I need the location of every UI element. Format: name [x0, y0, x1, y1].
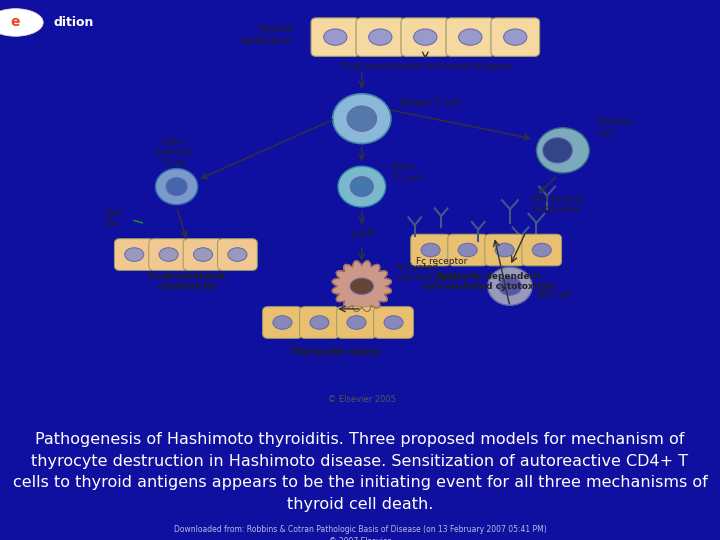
FancyBboxPatch shape — [300, 307, 339, 339]
Polygon shape — [332, 261, 392, 312]
FancyBboxPatch shape — [114, 239, 154, 271]
Ellipse shape — [459, 29, 482, 45]
Circle shape — [0, 9, 43, 36]
FancyBboxPatch shape — [337, 307, 377, 339]
FancyBboxPatch shape — [263, 307, 302, 339]
FancyBboxPatch shape — [410, 234, 451, 266]
Text: Activated
macrophages: Activated macrophages — [396, 263, 457, 282]
FancyBboxPatch shape — [448, 234, 487, 266]
Ellipse shape — [350, 177, 374, 197]
Ellipse shape — [166, 178, 187, 195]
Ellipse shape — [347, 106, 377, 131]
Text: Helper T-cell: Helper T-cell — [399, 98, 459, 108]
Ellipse shape — [324, 29, 347, 45]
Ellipse shape — [159, 248, 178, 261]
Text: Pathogenesis of Hashimoto thyroiditis. Three proposed models for mechanism of
th: Pathogenesis of Hashimoto thyroiditis. T… — [13, 432, 707, 512]
Text: Thyrocyte injury: Thyrocyte injury — [290, 347, 381, 357]
Circle shape — [156, 168, 198, 205]
Text: Plasma
cell: Plasma cell — [598, 117, 633, 138]
FancyBboxPatch shape — [183, 239, 223, 271]
Text: T-cell-mediated
cytotoxicity: T-cell-mediated cytotoxicity — [148, 272, 226, 292]
Ellipse shape — [543, 138, 572, 163]
Ellipse shape — [421, 243, 440, 257]
Ellipse shape — [273, 316, 292, 329]
FancyBboxPatch shape — [149, 239, 189, 271]
Text: Fc receptor: Fc receptor — [416, 257, 468, 266]
Text: Thyroid
epithelium: Thyroid epithelium — [240, 24, 293, 46]
Ellipse shape — [503, 29, 527, 45]
Text: © Elsevier 2005: © Elsevier 2005 — [328, 395, 396, 404]
Circle shape — [536, 128, 590, 173]
FancyBboxPatch shape — [356, 18, 405, 56]
Text: CD8+
cytotoxic
T-cell: CD8+ cytotoxic T-cell — [153, 138, 194, 167]
FancyBboxPatch shape — [374, 307, 413, 339]
Text: CD4+
Tₑ₁ cell: CD4+ Tₑ₁ cell — [391, 163, 423, 183]
Ellipse shape — [498, 277, 521, 295]
Ellipse shape — [414, 29, 437, 45]
Text: T-cell sensitization to thyroid antigens: T-cell sensitization to thyroid antigens — [339, 62, 512, 71]
Ellipse shape — [369, 29, 392, 45]
Ellipse shape — [384, 316, 403, 329]
Text: e: e — [11, 16, 20, 30]
Text: dition: dition — [53, 16, 94, 29]
Text: Antibody-dependent
cell-mediated cytotoxicity: Antibody-dependent cell-mediated cytotox… — [423, 272, 555, 292]
Ellipse shape — [194, 248, 212, 261]
Ellipse shape — [228, 248, 247, 261]
Text: FasL
Fas: FasL Fas — [105, 208, 123, 228]
Ellipse shape — [310, 316, 329, 329]
Circle shape — [338, 166, 386, 207]
FancyBboxPatch shape — [311, 18, 360, 56]
Text: γ-IFN: γ-IFN — [349, 229, 374, 239]
FancyBboxPatch shape — [446, 18, 495, 56]
Circle shape — [333, 94, 391, 144]
Ellipse shape — [125, 248, 144, 261]
Ellipse shape — [495, 243, 514, 257]
FancyBboxPatch shape — [491, 18, 539, 56]
Ellipse shape — [350, 278, 374, 294]
FancyBboxPatch shape — [217, 239, 257, 271]
Text: Downloaded from: Robbins & Cotran Pathologic Basis of Disease (on 13 February 20: Downloaded from: Robbins & Cotran Pathol… — [174, 525, 546, 540]
Ellipse shape — [458, 243, 477, 257]
FancyBboxPatch shape — [401, 18, 450, 56]
Text: Anti-thyroid
antibodies: Anti-thyroid antibodies — [531, 195, 585, 214]
Ellipse shape — [347, 316, 366, 329]
Ellipse shape — [532, 243, 552, 257]
Text: NK cell: NK cell — [538, 291, 571, 300]
FancyBboxPatch shape — [522, 234, 562, 266]
Circle shape — [487, 267, 532, 305]
FancyBboxPatch shape — [485, 234, 525, 266]
